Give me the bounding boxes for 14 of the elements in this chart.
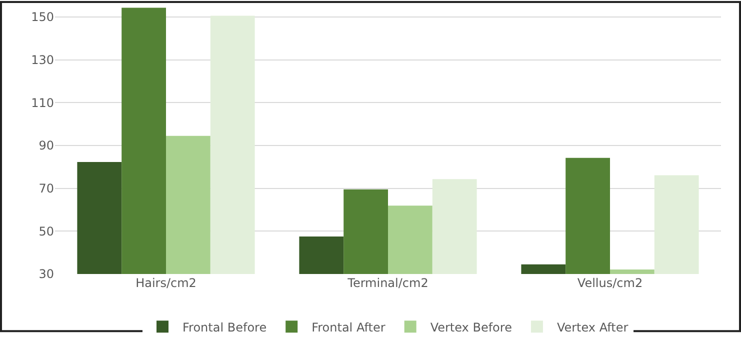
x-tick-label: Hairs/cm2: [136, 276, 196, 290]
legend-label: Vertex After: [556, 320, 628, 334]
x-tick-label: Terminal/cm2: [346, 276, 428, 290]
y-tick-label: 50: [38, 224, 54, 238]
y-tick-label: 110: [31, 96, 54, 110]
legend-label: Frontal Before: [182, 320, 267, 334]
y-tick-label: 70: [38, 182, 54, 196]
y-tick-label: 150: [31, 10, 54, 24]
y-tick-label: 30: [38, 267, 54, 282]
x-tick-label: Vellus/cm2: [577, 276, 643, 290]
legend-label: Frontal After: [312, 320, 386, 334]
legend-label: Vertex Before: [430, 320, 512, 334]
y-tick-label: 90: [38, 138, 54, 153]
y-tick-label: 130: [31, 53, 54, 68]
